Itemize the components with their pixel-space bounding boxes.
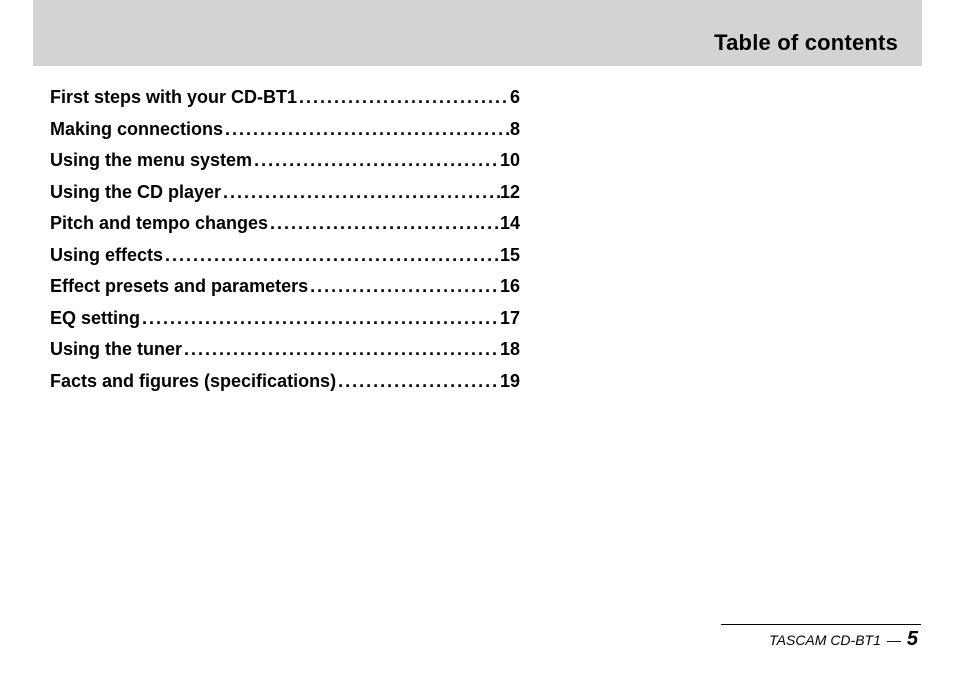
toc-entry-page: 12	[500, 177, 520, 209]
toc-entry-label: Making connections	[50, 114, 223, 146]
page: Table of contents First steps with your …	[0, 0, 954, 675]
toc-entry: First steps with your CD-BT1 6	[50, 82, 520, 114]
toc-entry-page: 19	[500, 366, 520, 398]
toc-leader-dots	[163, 240, 500, 272]
page-title: Table of contents	[714, 30, 898, 56]
toc-entry: Making connections 8	[50, 114, 520, 146]
footer-page-number: 5	[907, 628, 918, 651]
toc-entry: Using the menu system 10	[50, 145, 520, 177]
toc-entry-label: Using the tuner	[50, 334, 182, 366]
footer-model: TASCAM CD-BT1	[769, 632, 881, 648]
toc-leader-dots	[223, 114, 510, 146]
toc-entry-label: Using the menu system	[50, 145, 252, 177]
toc-entry: EQ setting 17	[50, 303, 520, 335]
toc-entry-page: 14	[500, 208, 520, 240]
footer-rule	[721, 624, 921, 625]
toc-entry-page: 6	[510, 82, 520, 114]
toc-entry-label: Using the CD player	[50, 177, 221, 209]
toc-entry-page: 15	[500, 240, 520, 272]
toc-entry: Using effects 15	[50, 240, 520, 272]
toc-entry-label: Effect presets and parameters	[50, 271, 308, 303]
footer: TASCAM CD-BT1 — 5	[769, 628, 918, 651]
toc-entry: Effect presets and parameters 16	[50, 271, 520, 303]
footer-separator: —	[887, 632, 901, 648]
toc-entry-label: First steps with your CD-BT1	[50, 82, 297, 114]
toc-leader-dots	[140, 303, 500, 335]
toc-entry: Using the tuner 18	[50, 334, 520, 366]
toc-leader-dots	[308, 271, 500, 303]
toc-entry-label: Pitch and tempo changes	[50, 208, 268, 240]
header-band: Table of contents	[33, 0, 922, 66]
toc-entry-page: 10	[500, 145, 520, 177]
toc-entry-label: EQ setting	[50, 303, 140, 335]
toc-leader-dots	[297, 82, 510, 114]
toc-entry-label: Facts and figures (specifications)	[50, 366, 336, 398]
toc-leader-dots	[182, 334, 500, 366]
toc-entry: Using the CD player 12	[50, 177, 520, 209]
toc-leader-dots	[268, 208, 500, 240]
toc-entry-page: 17	[500, 303, 520, 335]
toc-list: First steps with your CD-BT1 6 Making co…	[50, 82, 520, 397]
toc-entry: Facts and figures (specifications) 19	[50, 366, 520, 398]
toc-entry: Pitch and tempo changes 14	[50, 208, 520, 240]
toc-entry-page: 16	[500, 271, 520, 303]
toc-entry-page: 8	[510, 114, 520, 146]
toc-leader-dots	[252, 145, 500, 177]
toc-entry-label: Using effects	[50, 240, 163, 272]
toc-leader-dots	[336, 366, 500, 398]
toc-leader-dots	[221, 177, 500, 209]
toc-entry-page: 18	[500, 334, 520, 366]
